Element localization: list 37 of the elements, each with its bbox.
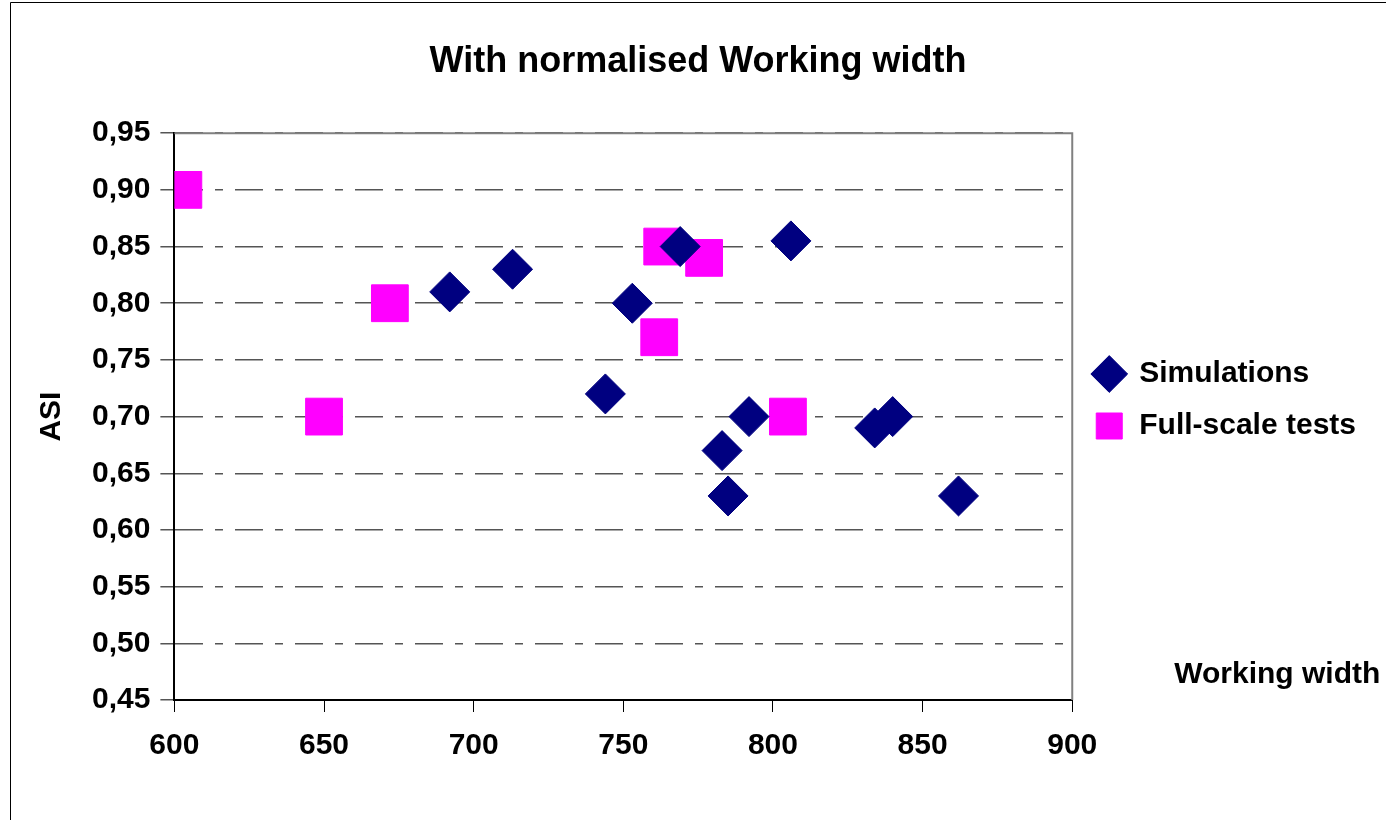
point bbox=[769, 397, 807, 436]
y-axis-title: ASI bbox=[33, 391, 67, 442]
point bbox=[305, 397, 343, 436]
y-tick-label: 0,80 bbox=[92, 284, 151, 318]
legend-label: Full-scale tests bbox=[1139, 407, 1357, 441]
legend-label: Simulations bbox=[1139, 355, 1310, 389]
y-tick-label: 0,65 bbox=[92, 454, 151, 488]
y-tick-label: 0,60 bbox=[92, 511, 151, 545]
x-tick-label: 600 bbox=[149, 727, 200, 761]
point bbox=[640, 318, 679, 357]
point bbox=[938, 475, 980, 517]
point bbox=[429, 271, 471, 313]
y-tick-label: 0,90 bbox=[92, 171, 151, 205]
x-tick-label: 850 bbox=[897, 727, 948, 761]
x-tick-label: 900 bbox=[1047, 727, 1098, 761]
y-tick-label: 0,45 bbox=[92, 681, 151, 715]
point bbox=[728, 396, 770, 438]
chart-title: With normalised Working width bbox=[429, 38, 967, 80]
x-tick-label: 650 bbox=[299, 727, 350, 761]
point bbox=[370, 284, 409, 323]
y-tick-label: 0,55 bbox=[92, 567, 151, 601]
point bbox=[707, 475, 749, 517]
x-tick-label: 700 bbox=[448, 727, 499, 761]
point bbox=[584, 373, 626, 415]
point bbox=[492, 248, 534, 290]
y-tick-label: 0,50 bbox=[92, 624, 151, 658]
y-tick-label: 0,85 bbox=[92, 227, 151, 261]
x-tick-label: 750 bbox=[598, 727, 649, 761]
y-tick-label: 0,75 bbox=[92, 341, 151, 375]
x-tick-label: 800 bbox=[747, 727, 798, 761]
point bbox=[611, 282, 653, 324]
point bbox=[701, 430, 743, 472]
point bbox=[659, 226, 701, 268]
y-tick-label: 0,70 bbox=[92, 397, 151, 431]
y-tick-label: 0,95 bbox=[92, 114, 151, 148]
x-axis-title: Working width bbox=[1174, 656, 1381, 690]
point bbox=[770, 220, 812, 262]
